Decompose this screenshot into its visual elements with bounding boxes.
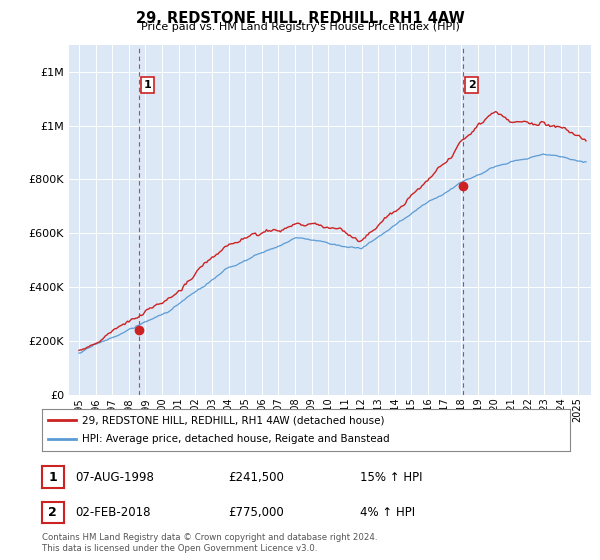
Text: 4% ↑ HPI: 4% ↑ HPI [360,506,415,519]
Text: 29, REDSTONE HILL, REDHILL, RH1 4AW: 29, REDSTONE HILL, REDHILL, RH1 4AW [136,11,464,26]
Text: HPI: Average price, detached house, Reigate and Banstead: HPI: Average price, detached house, Reig… [82,435,389,445]
Text: 1: 1 [143,80,151,90]
Text: Contains HM Land Registry data © Crown copyright and database right 2024.
This d: Contains HM Land Registry data © Crown c… [42,533,377,553]
Text: 1: 1 [49,470,57,484]
Text: 07-AUG-1998: 07-AUG-1998 [76,470,154,484]
Text: 2: 2 [467,80,475,90]
Text: 2: 2 [49,506,57,519]
Text: 29, REDSTONE HILL, REDHILL, RH1 4AW (detached house): 29, REDSTONE HILL, REDHILL, RH1 4AW (det… [82,415,384,425]
Text: 15% ↑ HPI: 15% ↑ HPI [360,470,422,484]
Text: 02-FEB-2018: 02-FEB-2018 [76,506,151,519]
Text: £775,000: £775,000 [228,506,284,519]
Text: Price paid vs. HM Land Registry's House Price Index (HPI): Price paid vs. HM Land Registry's House … [140,22,460,32]
Text: £241,500: £241,500 [228,470,284,484]
